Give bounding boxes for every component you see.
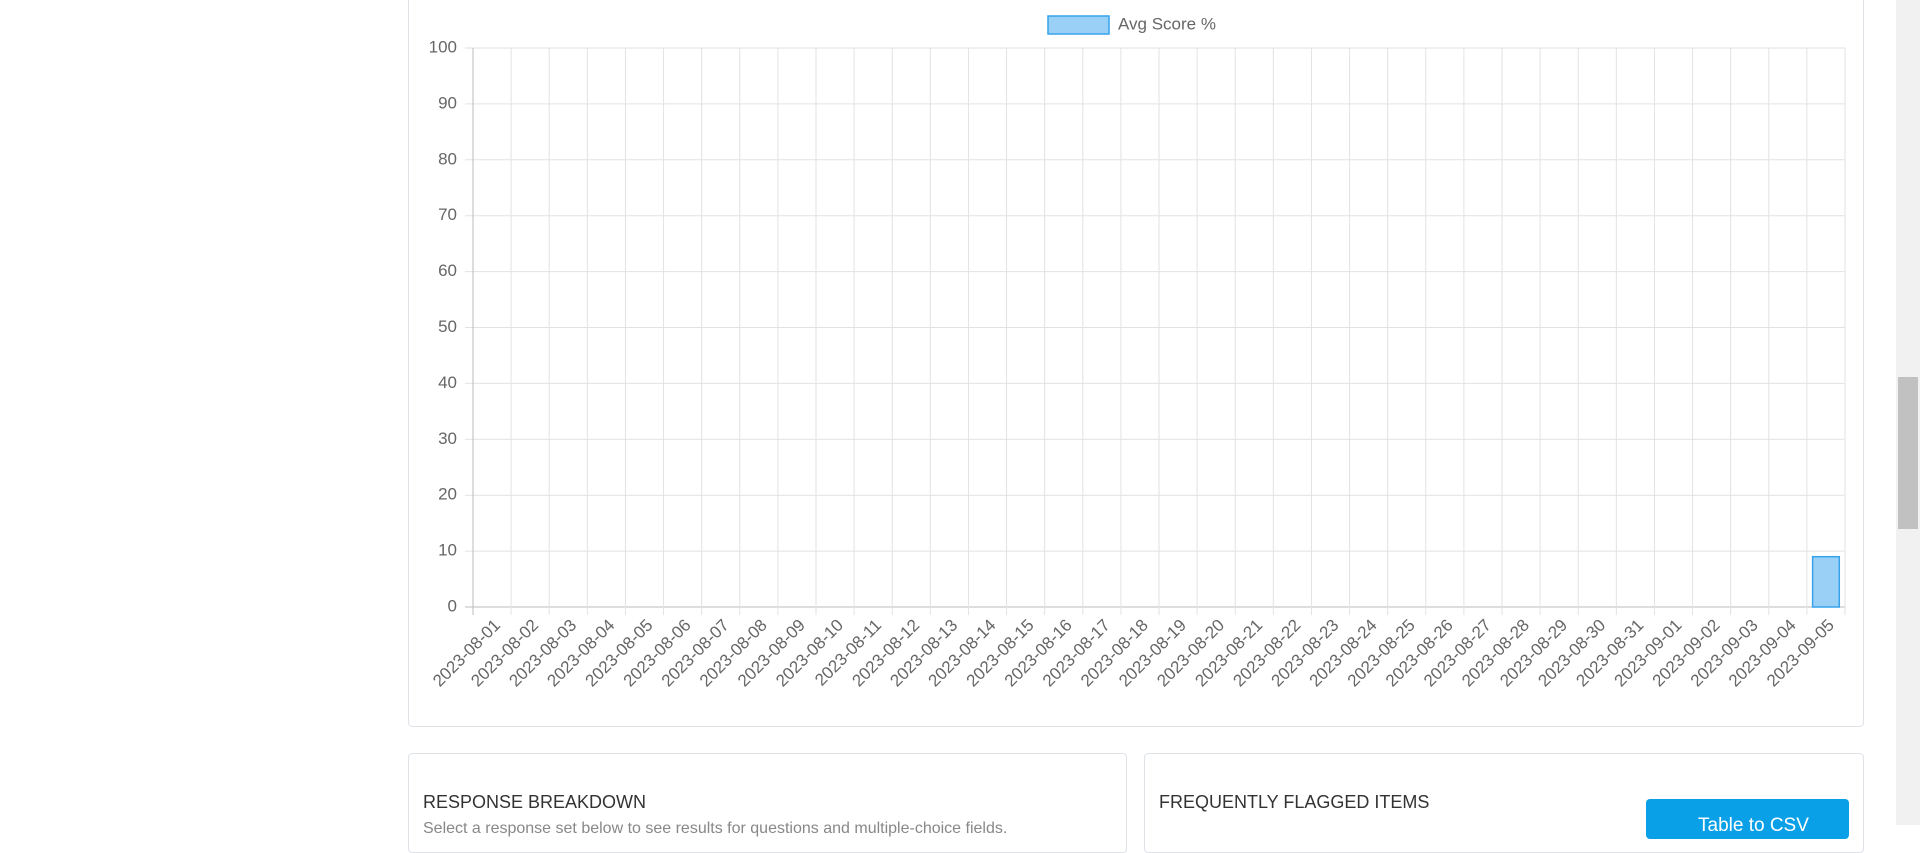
y-tick-label: 90 [438,93,457,112]
y-tick-label: 100 [429,37,457,56]
scrollbar [1896,0,1920,825]
y-tick-label: 10 [438,541,457,560]
y-tick-label: 50 [438,317,457,336]
y-tick-label: 40 [438,373,457,392]
bar [1811,555,1841,608]
chart-card [408,0,1864,727]
flagged-items-card: FREQUENTLY FLAGGED ITEMS Table to CSV [1144,753,1864,853]
page: Avg Score % 0 10 20 30 40 50 60 70 80 90 100 2023-0… [408,0,1920,853]
card-title: FREQUENTLY FLAGGED ITEMS [1159,792,1430,812]
y-tick-label: 0 [448,596,457,615]
y-tick-label: 20 [438,485,457,504]
legend-label: Avg Score % [1118,14,1216,33]
y-tick-label: 70 [438,205,457,224]
table-to-csv-button[interactable]: Table to CSV [1646,799,1849,839]
scrollbar-thumb[interactable] [1898,377,1918,529]
response-breakdown-card: RESPONSE BREAKDOWN Select a response set… [408,753,1127,853]
y-tick-label: 30 [438,429,457,448]
card-subtitle: Select a response set below to see resul… [423,820,1008,837]
card-title: RESPONSE BREAKDOWN [423,792,647,812]
y-tick-label: 60 [438,261,457,280]
legend-swatch [1047,15,1110,35]
chart: Avg Score % 01020304050607080901002023-0… [429,14,1846,690]
y-tick-label: 80 [438,149,457,168]
